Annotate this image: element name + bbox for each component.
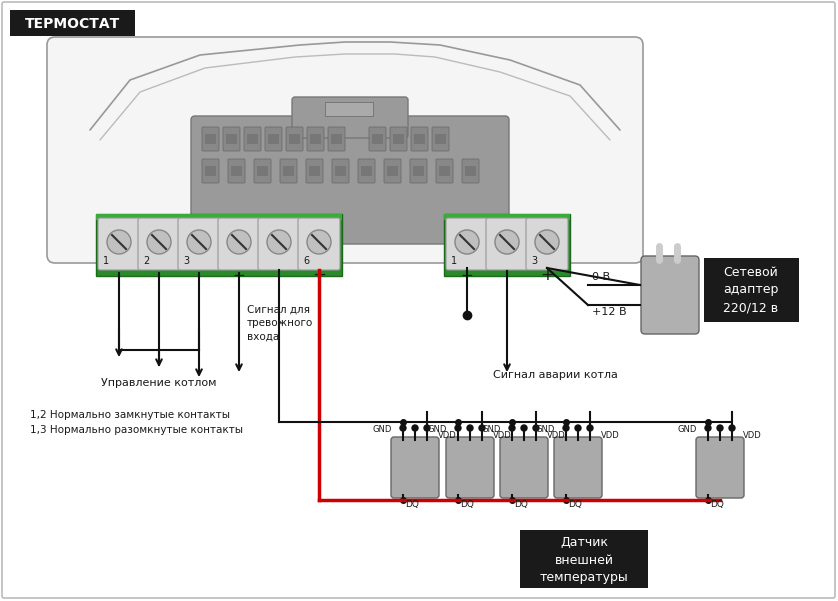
Circle shape — [575, 425, 581, 431]
FancyBboxPatch shape — [436, 159, 453, 183]
Circle shape — [227, 230, 251, 254]
Bar — [439, 166, 450, 176]
Circle shape — [147, 230, 171, 254]
FancyBboxPatch shape — [526, 218, 568, 270]
FancyBboxPatch shape — [202, 127, 219, 151]
FancyBboxPatch shape — [286, 127, 303, 151]
FancyBboxPatch shape — [223, 127, 240, 151]
Bar — [372, 134, 383, 144]
Bar — [283, 166, 294, 176]
FancyBboxPatch shape — [384, 159, 401, 183]
Circle shape — [587, 425, 593, 431]
Bar — [268, 134, 279, 144]
Bar — [226, 134, 237, 144]
Bar — [96, 214, 342, 276]
Text: DQ: DQ — [460, 500, 473, 509]
FancyBboxPatch shape — [298, 218, 340, 270]
Bar — [247, 134, 258, 144]
Text: −: − — [461, 268, 473, 283]
Text: VDD: VDD — [493, 432, 512, 441]
Text: Сигнал аварии котла: Сигнал аварии котла — [493, 370, 618, 380]
Circle shape — [729, 425, 735, 431]
Text: Сигнал для
тревожного
входа: Сигнал для тревожного входа — [247, 305, 313, 341]
FancyBboxPatch shape — [218, 218, 260, 270]
Bar — [387, 166, 398, 176]
Text: DQ: DQ — [568, 500, 582, 509]
Text: 3: 3 — [531, 256, 537, 266]
FancyBboxPatch shape — [446, 218, 488, 270]
FancyBboxPatch shape — [280, 159, 297, 183]
Circle shape — [533, 425, 539, 431]
Bar — [309, 166, 320, 176]
Circle shape — [455, 425, 461, 431]
FancyBboxPatch shape — [369, 127, 386, 151]
FancyBboxPatch shape — [98, 218, 140, 270]
FancyBboxPatch shape — [265, 127, 282, 151]
Text: GND: GND — [427, 426, 447, 435]
Text: Управление котлом: Управление котлом — [101, 378, 217, 388]
Text: VDD: VDD — [601, 432, 620, 441]
FancyBboxPatch shape — [462, 159, 479, 183]
Circle shape — [705, 425, 711, 431]
Bar — [331, 134, 342, 144]
Circle shape — [455, 230, 479, 254]
Text: +: + — [312, 266, 326, 284]
Circle shape — [107, 230, 131, 254]
Text: +: + — [540, 266, 554, 284]
FancyBboxPatch shape — [292, 97, 408, 138]
Text: VDD: VDD — [547, 432, 566, 441]
Bar — [393, 134, 404, 144]
Bar — [10, 10, 135, 36]
Circle shape — [563, 425, 569, 431]
Text: ТЕРМОСТАТ: ТЕРМОСТАТ — [24, 17, 120, 31]
FancyBboxPatch shape — [202, 159, 219, 183]
FancyBboxPatch shape — [696, 437, 744, 498]
Bar — [257, 166, 268, 176]
FancyBboxPatch shape — [254, 159, 271, 183]
Circle shape — [535, 230, 559, 254]
FancyBboxPatch shape — [432, 127, 449, 151]
Text: Датчик
внешней
температуры: Датчик внешней температуры — [540, 535, 628, 585]
Text: 1,3 Нормально разомкнутые контакты: 1,3 Нормально разомкнутые контакты — [30, 425, 243, 435]
Bar — [465, 166, 476, 176]
FancyBboxPatch shape — [191, 116, 509, 244]
Circle shape — [307, 230, 331, 254]
Circle shape — [467, 425, 473, 431]
FancyBboxPatch shape — [258, 218, 300, 270]
Circle shape — [267, 230, 291, 254]
Circle shape — [509, 425, 515, 431]
FancyBboxPatch shape — [641, 256, 699, 334]
Text: +12 В: +12 В — [592, 307, 627, 317]
Text: DQ: DQ — [710, 500, 724, 509]
Text: Сетевой
адаптер
220/12 в: Сетевой адаптер 220/12 в — [723, 266, 779, 314]
Text: 3: 3 — [183, 256, 189, 266]
Bar — [520, 530, 648, 588]
Text: 1,2 Нормально замкнутые контакты: 1,2 Нормально замкнутые контакты — [30, 410, 230, 420]
FancyBboxPatch shape — [244, 127, 261, 151]
Text: 1: 1 — [103, 256, 109, 266]
Bar — [205, 166, 216, 176]
Circle shape — [412, 425, 418, 431]
Bar — [444, 214, 570, 220]
FancyBboxPatch shape — [500, 437, 548, 498]
Bar — [325, 102, 373, 116]
FancyBboxPatch shape — [307, 127, 324, 151]
FancyBboxPatch shape — [47, 37, 643, 263]
Bar — [704, 258, 799, 322]
FancyBboxPatch shape — [554, 437, 602, 498]
Text: DQ: DQ — [405, 500, 419, 509]
Text: GND: GND — [678, 426, 697, 435]
Bar — [444, 214, 570, 276]
Text: 1: 1 — [451, 256, 457, 266]
Text: GND: GND — [482, 426, 501, 435]
FancyBboxPatch shape — [306, 159, 323, 183]
Bar — [310, 134, 321, 144]
FancyBboxPatch shape — [138, 218, 180, 270]
FancyBboxPatch shape — [358, 159, 375, 183]
Circle shape — [400, 425, 406, 431]
FancyBboxPatch shape — [411, 127, 428, 151]
Bar — [205, 134, 216, 144]
FancyBboxPatch shape — [486, 218, 528, 270]
Text: −: − — [233, 268, 246, 283]
